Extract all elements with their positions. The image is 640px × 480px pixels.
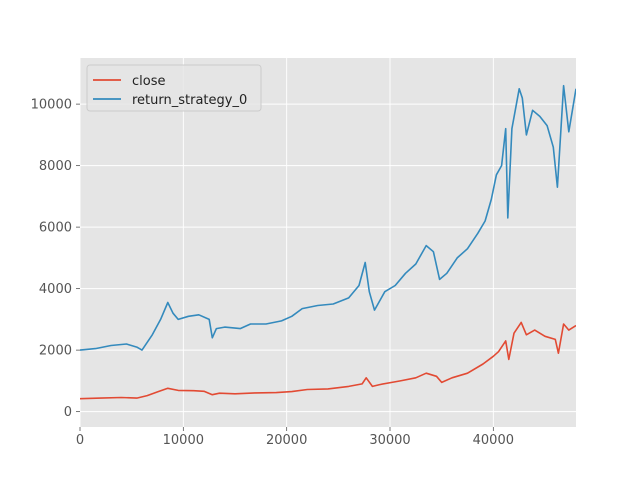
plot-area <box>80 58 576 427</box>
y-tick-label: 6000 <box>39 221 72 236</box>
series-line-close <box>80 321 576 400</box>
grid-lines <box>79 58 576 427</box>
y-tick-label: 8000 <box>39 159 72 174</box>
y-tick-label: 2000 <box>39 344 72 359</box>
series-lines <box>80 84 576 400</box>
legend-label: close <box>132 74 165 89</box>
legend-label: return_strategy_0 <box>132 93 247 108</box>
x-tick-label: 30000 <box>369 433 410 448</box>
x-tick-label: 10000 <box>163 433 204 448</box>
x-tick-label: 40000 <box>473 433 514 448</box>
y-axis: 0 2000 4000 6000 8000 10000 <box>31 98 80 420</box>
legend: close return_strategy_0 <box>86 64 262 112</box>
legend-box <box>86 64 262 112</box>
y-tick-label: 0 <box>64 405 72 420</box>
series-line-return-strategy-0 <box>80 84 576 351</box>
x-tick-label: 0 <box>76 433 84 448</box>
x-tick-label: 20000 <box>266 433 307 448</box>
y-tick-label: 10000 <box>31 98 72 113</box>
x-axis: 0 10000 20000 30000 40000 <box>76 427 514 448</box>
y-tick-label: 4000 <box>39 282 72 297</box>
